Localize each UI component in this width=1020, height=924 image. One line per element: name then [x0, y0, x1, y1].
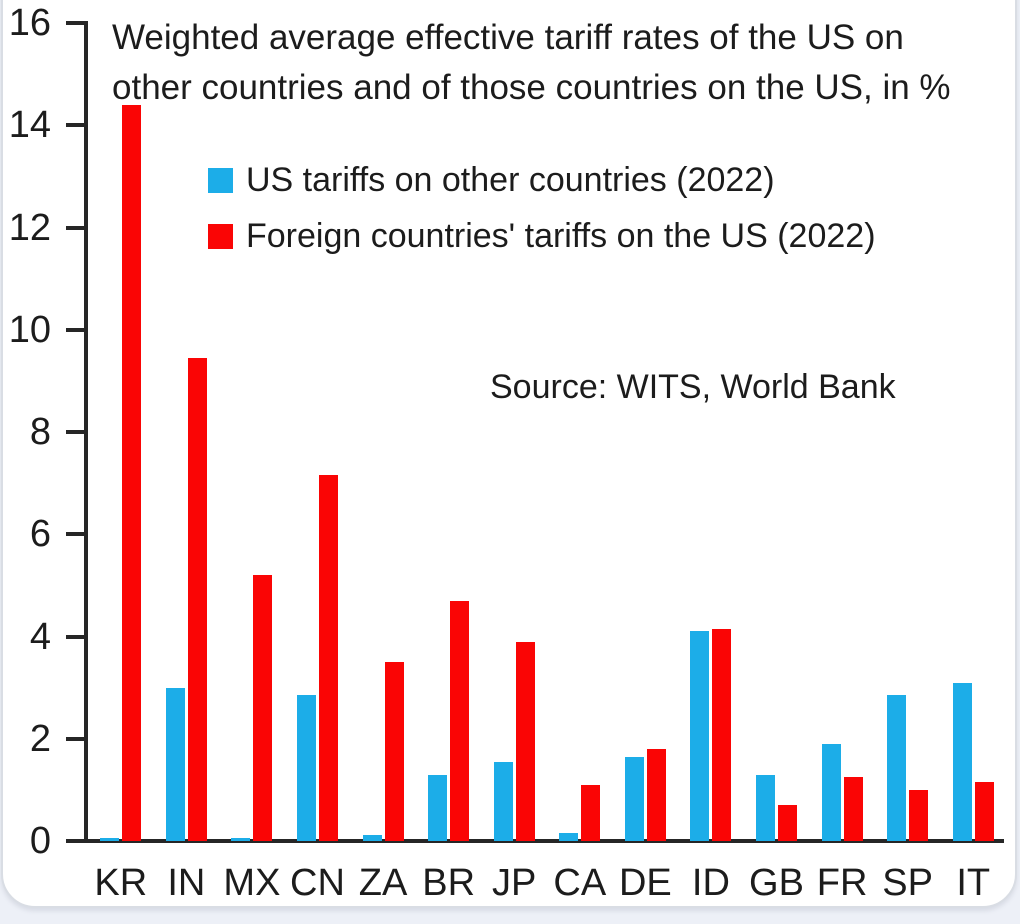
bar-us-on-it [952, 682, 972, 841]
y-tick-10 [66, 327, 85, 332]
bar-foreign-jp [515, 641, 535, 841]
legend-label-us: US tariffs on other countries (2022) [246, 160, 775, 199]
x-category-label-id: ID [691, 862, 730, 904]
bar-us-on-cn [297, 695, 316, 841]
y-tick-label-2: 2 [29, 717, 51, 760]
y-tick-0 [66, 839, 85, 843]
x-category-label-sp: SP [882, 862, 933, 904]
x-category-label-mx: MX [223, 862, 281, 904]
bar-foreign-fr [843, 777, 863, 841]
bar-us-on-id [690, 631, 710, 841]
x-category-label-in: IN [167, 862, 206, 904]
bar-foreign-in [187, 357, 207, 841]
y-tick-16 [66, 21, 85, 25]
x-category-label-gb: GB [749, 862, 804, 904]
y-tick-8 [66, 430, 85, 434]
legend-label-foreign: Foreign countries' tariffs on the US (20… [246, 216, 876, 255]
bar-foreign-de [646, 748, 666, 841]
y-tick-6 [66, 532, 85, 537]
x-category-label-kr: KR [94, 862, 148, 904]
x-axis-line [84, 839, 1004, 843]
bar-foreign-cn [319, 475, 338, 841]
x-category-label-it: IT [956, 862, 991, 904]
bar-us-on-mx [231, 838, 251, 841]
y-tick-label-10: 10 [8, 308, 51, 351]
y-tick-4 [66, 634, 85, 639]
chart-title: Weighted average effective tariff rates … [112, 13, 951, 113]
bar-foreign-kr [122, 104, 142, 841]
legend-item-us-tariffs: US tariffs on other countries (2022) [208, 158, 876, 202]
bar-us-on-de [624, 756, 644, 841]
bar-foreign-ca [581, 784, 601, 841]
bar-us-on-za [362, 834, 382, 841]
y-tick-14 [66, 123, 85, 128]
x-category-label-za: ZA [358, 862, 408, 904]
y-tick-label-16: 16 [8, 2, 51, 44]
bar-foreign-it [974, 782, 994, 841]
bar-us-on-in [165, 687, 185, 841]
bar-us-on-gb [756, 774, 775, 841]
y-tick-label-14: 14 [8, 104, 51, 147]
legend-swatch-foreign-icon [208, 223, 233, 249]
y-tick-label-12: 12 [8, 206, 51, 249]
x-category-label-de: DE [618, 862, 672, 904]
chart-legend: US tariffs on other countries (2022) For… [208, 158, 876, 270]
bar-us-on-jp [493, 761, 513, 841]
bar-us-on-ca [559, 833, 579, 841]
bar-us-on-kr [100, 838, 120, 841]
bar-us-on-br [428, 774, 448, 841]
y-tick-label-6: 6 [29, 513, 51, 556]
y-tick-2 [66, 736, 85, 741]
legend-swatch-us-icon [208, 167, 233, 193]
bar-foreign-br [450, 600, 470, 841]
y-axis-line [84, 21, 88, 843]
bar-foreign-id [712, 628, 732, 841]
chart-title-line-1: Weighted average effective tariff rates … [112, 18, 904, 57]
bar-foreign-mx [253, 575, 273, 841]
bar-foreign-gb [778, 805, 797, 841]
y-tick-label-4: 4 [29, 615, 51, 658]
chart-title-line-2: other countries and of those countries o… [112, 68, 951, 107]
bar-us-on-sp [887, 695, 907, 841]
x-category-label-cn: CN [290, 862, 345, 904]
y-tick-label-0: 0 [29, 820, 51, 862]
legend-item-foreign-tariffs: Foreign countries' tariffs on the US (20… [208, 214, 876, 258]
bar-foreign-za [384, 662, 404, 841]
x-category-label-jp: JP [492, 862, 537, 904]
x-category-label-ca: CA [553, 862, 607, 904]
bar-foreign-sp [909, 789, 929, 841]
y-tick-label-8: 8 [29, 411, 51, 453]
x-category-label-fr: FR [816, 862, 868, 904]
x-category-label-br: BR [422, 862, 476, 904]
y-tick-12 [66, 225, 85, 230]
source-note: Source: WITS, World Bank [490, 368, 896, 406]
bar-us-on-fr [821, 743, 841, 841]
